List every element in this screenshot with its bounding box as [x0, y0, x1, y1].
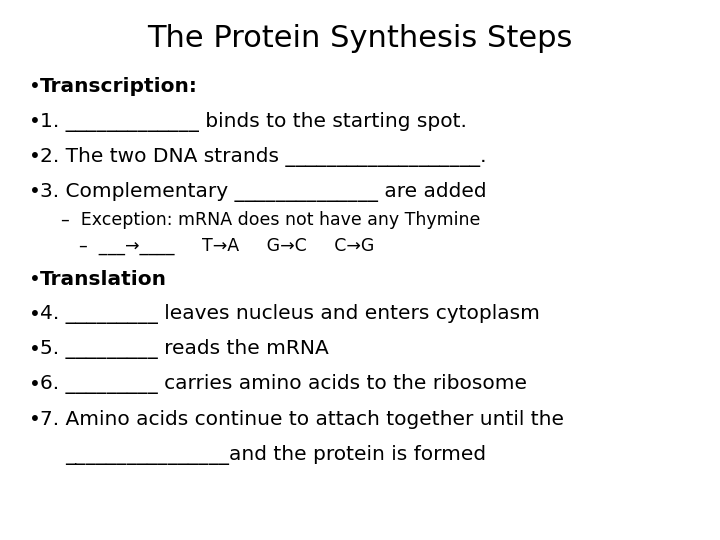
Text: 4. _________ leaves nucleus and enters cytoplasm: 4. _________ leaves nucleus and enters c…: [40, 304, 539, 325]
Text: 2. The two DNA strands ___________________.: 2. The two DNA strands _________________…: [40, 146, 486, 167]
Text: Translation: Translation: [40, 269, 166, 289]
Text: •: •: [29, 112, 40, 131]
Text: •: •: [29, 269, 40, 289]
Text: •: •: [29, 375, 40, 394]
Text: •: •: [29, 182, 40, 201]
Text: •: •: [29, 147, 40, 166]
Text: ________________and the protein is formed: ________________and the protein is forme…: [65, 444, 486, 465]
Text: 5. _________ reads the mRNA: 5. _________ reads the mRNA: [40, 339, 328, 360]
Text: –  ___→____     T→A     G→C     C→G: – ___→____ T→A G→C C→G: [79, 237, 374, 255]
Text: •: •: [29, 410, 40, 429]
Text: •: •: [29, 340, 40, 359]
Text: 6. _________ carries amino acids to the ribosome: 6. _________ carries amino acids to the …: [40, 374, 526, 395]
Text: The Protein Synthesis Steps: The Protein Synthesis Steps: [148, 24, 572, 53]
Text: 7. Amino acids continue to attach together until the: 7. Amino acids continue to attach togeth…: [40, 410, 564, 429]
Text: 1. _____________ binds to the starting spot.: 1. _____________ binds to the starting s…: [40, 111, 467, 132]
Text: Transcription:: Transcription:: [40, 77, 197, 96]
Text: 3. Complementary ______________ are added: 3. Complementary ______________ are adde…: [40, 181, 486, 202]
Text: •: •: [29, 305, 40, 324]
Text: –  Exception: mRNA does not have any Thymine: – Exception: mRNA does not have any Thym…: [61, 211, 480, 230]
Text: •: •: [29, 77, 40, 96]
